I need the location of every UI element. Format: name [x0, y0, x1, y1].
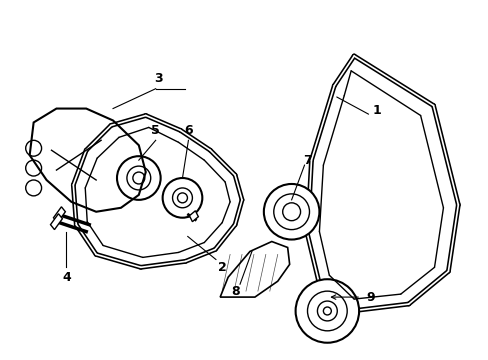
Text: 2: 2: [217, 261, 226, 274]
Text: 4: 4: [62, 271, 71, 284]
Text: 6: 6: [184, 124, 192, 137]
Polygon shape: [53, 207, 65, 223]
Text: 8: 8: [230, 285, 239, 298]
Polygon shape: [50, 214, 62, 230]
Text: 9: 9: [366, 291, 375, 303]
Circle shape: [117, 156, 161, 200]
Circle shape: [26, 180, 41, 196]
Text: 5: 5: [151, 124, 160, 137]
Circle shape: [264, 184, 319, 239]
Text: 7: 7: [303, 154, 311, 167]
Polygon shape: [220, 242, 289, 297]
Circle shape: [163, 178, 202, 218]
Circle shape: [295, 279, 358, 343]
Circle shape: [26, 140, 41, 156]
Circle shape: [26, 160, 41, 176]
Polygon shape: [189, 211, 198, 222]
Text: 1: 1: [372, 104, 381, 117]
Text: 3: 3: [154, 72, 163, 85]
